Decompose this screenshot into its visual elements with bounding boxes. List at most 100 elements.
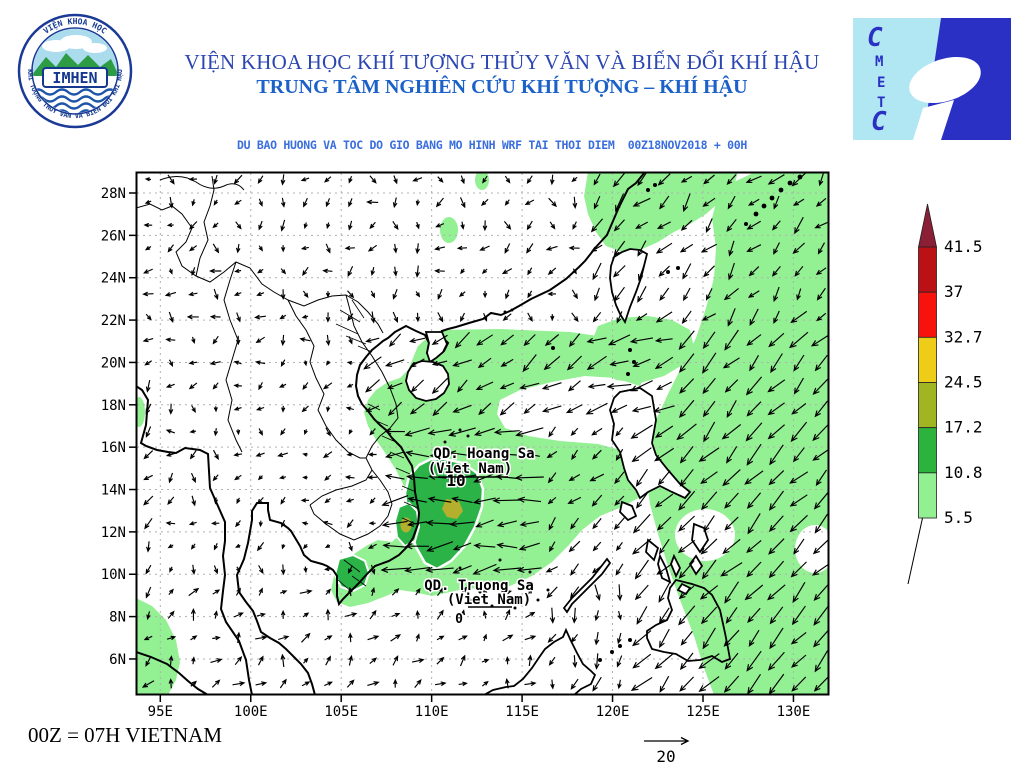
wind-vector-icon (728, 240, 735, 257)
wind-vector-icon (348, 336, 353, 345)
wind-vector-icon (303, 360, 308, 367)
wind-vector-icon (436, 635, 445, 641)
wind-vector-icon (209, 314, 221, 320)
wind-vector-icon (726, 218, 737, 232)
wind-vector-icon (254, 314, 266, 320)
wind-vector-icon (348, 176, 353, 184)
wind-vector-icon (658, 265, 670, 277)
wind-vector-icon (233, 291, 242, 296)
wind-vector-icon (790, 310, 808, 324)
wind-vector-icon (472, 497, 496, 505)
wind-vector-icon (478, 402, 492, 416)
wind-vector-icon (325, 588, 331, 595)
wind-vector-icon (768, 538, 785, 555)
wind-vector-icon (322, 520, 333, 526)
lon-tick-label: 110E (415, 704, 449, 720)
wind-vector-icon (793, 377, 804, 395)
wind-vector-icon (503, 221, 512, 230)
wind-vector-icon (723, 629, 740, 647)
wind-vector-icon (523, 403, 536, 414)
wind-vector-icon (746, 443, 762, 466)
wind-vector-icon (280, 289, 286, 300)
wind-vector-icon (213, 174, 218, 185)
wind-vector-icon (451, 496, 473, 503)
wind-vector-icon (504, 243, 511, 254)
wind-vector-icon (302, 452, 308, 457)
wind-vector-icon (703, 421, 716, 443)
wind-vector-icon (606, 383, 632, 390)
wind-vector-icon (143, 268, 153, 274)
wind-vector-icon (258, 520, 263, 528)
wind-vector-icon (255, 336, 266, 344)
wind-vector-icon (473, 542, 496, 549)
wind-vector-icon (678, 585, 695, 600)
wind-vector-icon (726, 446, 738, 464)
wind-vector-icon (166, 635, 177, 641)
wind-vector-icon (369, 657, 378, 665)
wind-vector-icon (144, 517, 153, 530)
wind-vector-icon (637, 261, 646, 282)
wind-vector-icon (496, 542, 518, 549)
wind-vector-icon (165, 383, 175, 388)
wind-vector-icon (592, 518, 602, 530)
wind-vector-icon (363, 356, 382, 370)
wind-vector-icon (280, 653, 286, 667)
wind-vector-icon (188, 587, 200, 597)
wind-vector-icon (813, 491, 828, 510)
wind-vector-icon (235, 335, 241, 346)
wind-vector-icon (437, 312, 444, 323)
wind-vector-icon (570, 517, 579, 530)
wind-vector-icon (425, 566, 454, 573)
wind-vector-icon (678, 515, 695, 532)
wind-vector-icon (794, 265, 804, 277)
wind-vector-icon (545, 566, 558, 573)
wind-vector-icon (567, 380, 581, 392)
axis-ticks-labels: 95E 100E 105E 110E 115E 120E 125E 130E 28N 26N 24N… (101, 186, 811, 720)
wind-vector-icon (680, 175, 693, 183)
wind-vector-icon (679, 353, 695, 373)
wind-vector-icon (280, 496, 286, 505)
wind-vector-icon (526, 175, 533, 184)
wind-vector-icon (257, 175, 264, 185)
wind-vector-icon (814, 400, 828, 418)
wind-vector-icon (392, 311, 398, 324)
wind-vector-icon (324, 543, 331, 548)
mindanao-island (646, 578, 732, 663)
wind-vector-icon (590, 244, 603, 252)
wind-vector-icon (592, 311, 602, 323)
wind-vector-icon (629, 337, 653, 344)
palawan-island (562, 557, 612, 614)
lat-tick-label: 28N (101, 186, 126, 202)
wind-vector-icon (211, 679, 221, 688)
wind-vector-icon (454, 331, 470, 349)
wind-vector-icon (325, 655, 331, 666)
wind-vector-icon (792, 242, 805, 255)
colorbar-level-label: 5.5 (944, 508, 973, 527)
wind-vector-icon (367, 475, 378, 480)
wind-vector-icon (366, 199, 379, 205)
wind-vector-icon (546, 586, 558, 599)
wind-vector-icon (168, 472, 174, 484)
wind-vector-icon (168, 196, 174, 209)
wind-vector-icon (415, 291, 421, 298)
wind-vector-icon (527, 312, 533, 323)
wind-vector-icon (524, 199, 535, 205)
wind-vector-icon (143, 635, 153, 641)
wind-vector-icon (634, 559, 649, 580)
wind-vector-icon (345, 498, 354, 503)
wind-vector-icon (658, 538, 670, 555)
wind-vector-icon (322, 451, 333, 459)
wind-vector-icon (496, 451, 517, 458)
wind-vector-icon (212, 222, 219, 229)
lat-tick-label: 8N (109, 610, 126, 626)
wind-vector-icon (541, 382, 562, 390)
wind-vector-icon (387, 401, 403, 417)
wind-vector-icon (747, 513, 761, 535)
svg-text:M: M (875, 54, 883, 70)
wind-vector-icon (191, 336, 196, 345)
wind-vector-icon (479, 245, 490, 251)
wind-vector-icon (190, 607, 196, 621)
wind-vector-icon (794, 216, 804, 235)
wind-vector-icon (502, 634, 514, 642)
institute-title: VIỆN KHOA HỌC KHÍ TƯỢNG THỦY VĂN VÀ BIẾN… (184, 50, 820, 74)
